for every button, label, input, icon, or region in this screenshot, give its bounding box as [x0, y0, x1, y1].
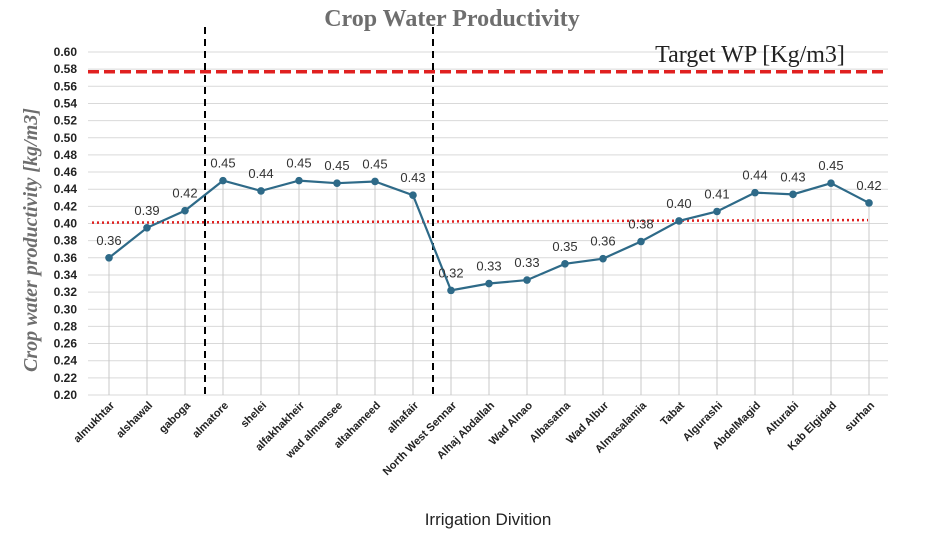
x-tick-label: Tabat — [658, 399, 687, 428]
x-tick-label: alhafair — [385, 399, 422, 436]
y-tick-label: 0.24 — [54, 354, 78, 368]
data-label: 0.36 — [590, 234, 615, 249]
data-label: 0.39 — [134, 203, 159, 218]
y-tick-label: 0.56 — [54, 79, 78, 93]
data-point — [827, 179, 835, 187]
y-tick-label: 0.26 — [54, 337, 78, 351]
x-tick-label: Alturabi — [763, 400, 801, 438]
x-tick-label: North West Sennar — [381, 399, 460, 478]
y-tick-label: 0.40 — [54, 217, 78, 231]
data-point — [637, 237, 645, 246]
data-label: 0.42 — [856, 178, 881, 193]
data-point — [371, 177, 379, 186]
data-point — [333, 179, 341, 187]
x-tick-label: gaboga — [157, 399, 194, 436]
data-label: 0.45 — [818, 158, 843, 173]
y-tick-label: 0.44 — [54, 182, 78, 196]
data-label: 0.43 — [780, 169, 805, 184]
x-axis-title: Irrigation Divition — [425, 510, 552, 529]
data-point — [219, 176, 227, 185]
data-label: 0.38 — [628, 217, 653, 232]
y-tick-label: 0.54 — [54, 96, 78, 110]
y-axis-ticks: 0.20 0.22 0.24 0.26 0.28 0.30 0.32 0.34 0.36 0.38… — [54, 45, 78, 402]
x-tick-label: shelei — [239, 400, 270, 431]
y-tick-label: 0.60 — [54, 45, 78, 59]
trend-line — [91, 218, 869, 224]
data-point — [599, 254, 607, 263]
data-point — [257, 187, 265, 195]
x-tick-label: almukhtar — [71, 399, 117, 445]
data-label: 0.33 — [476, 259, 501, 274]
category-drop-lines — [108, 180, 870, 395]
y-axis-title: Crop water productivity [kg/m3] — [20, 108, 42, 372]
y-tick-label: 0.36 — [54, 251, 78, 265]
data-label: 0.45 — [362, 156, 387, 171]
y-tick-label: 0.58 — [54, 62, 78, 76]
data-label: 0.44 — [742, 168, 767, 183]
data-point — [523, 276, 531, 284]
data-point — [865, 199, 873, 207]
y-tick-label: 0.48 — [54, 148, 78, 162]
data-point — [447, 286, 455, 295]
y-tick-label: 0.32 — [54, 285, 78, 299]
y-tick-label: 0.20 — [54, 388, 78, 402]
y-tick-label: 0.52 — [54, 114, 78, 128]
data-label: 0.36 — [96, 233, 121, 248]
data-labels: 0.36 0.39 0.42 0.45 0.44 0.45 0.45 0.45 0.43 0.32… — [96, 156, 881, 281]
y-tick-label: 0.30 — [54, 302, 78, 316]
reference-lines — [88, 69, 888, 224]
data-label: 0.44 — [248, 166, 273, 181]
y-tick-label: 0.42 — [54, 199, 78, 213]
y-tick-label: 0.46 — [54, 165, 78, 179]
data-point — [105, 253, 113, 262]
data-label: 0.45 — [286, 156, 311, 171]
data-point — [675, 217, 683, 225]
data-label: 0.45 — [210, 156, 235, 171]
data-point — [143, 223, 151, 232]
x-tick-label: surhan — [843, 399, 878, 434]
y-tick-label: 0.38 — [54, 234, 78, 248]
data-label: 0.35 — [552, 239, 577, 254]
data-point — [409, 191, 417, 200]
data-point — [561, 260, 569, 268]
series — [105, 176, 873, 295]
chart-title: Crop Water Productivity — [324, 6, 580, 32]
data-point — [713, 207, 721, 216]
data-label: 0.43 — [400, 170, 425, 185]
group-dividers — [204, 27, 434, 395]
data-label: 0.42 — [172, 186, 197, 201]
y-tick-label: 0.34 — [54, 268, 78, 282]
target-wp-label: Target WP [Kg/m3] — [655, 42, 845, 68]
data-label: 0.33 — [514, 255, 539, 270]
data-label: 0.45 — [324, 158, 349, 173]
x-tick-label: almatore — [190, 400, 231, 441]
y-tick-label: 0.22 — [54, 371, 78, 385]
data-point — [789, 190, 797, 199]
data-label: 0.40 — [666, 196, 691, 211]
data-point — [485, 279, 493, 288]
data-point — [751, 188, 759, 197]
y-tick-label: 0.28 — [54, 319, 78, 333]
data-point — [295, 176, 303, 185]
data-label: 0.41 — [704, 186, 729, 201]
data-point — [181, 206, 189, 215]
x-tick-label: alshawal — [114, 400, 155, 441]
y-tick-label: 0.50 — [54, 131, 78, 145]
data-label: 0.32 — [438, 265, 463, 280]
